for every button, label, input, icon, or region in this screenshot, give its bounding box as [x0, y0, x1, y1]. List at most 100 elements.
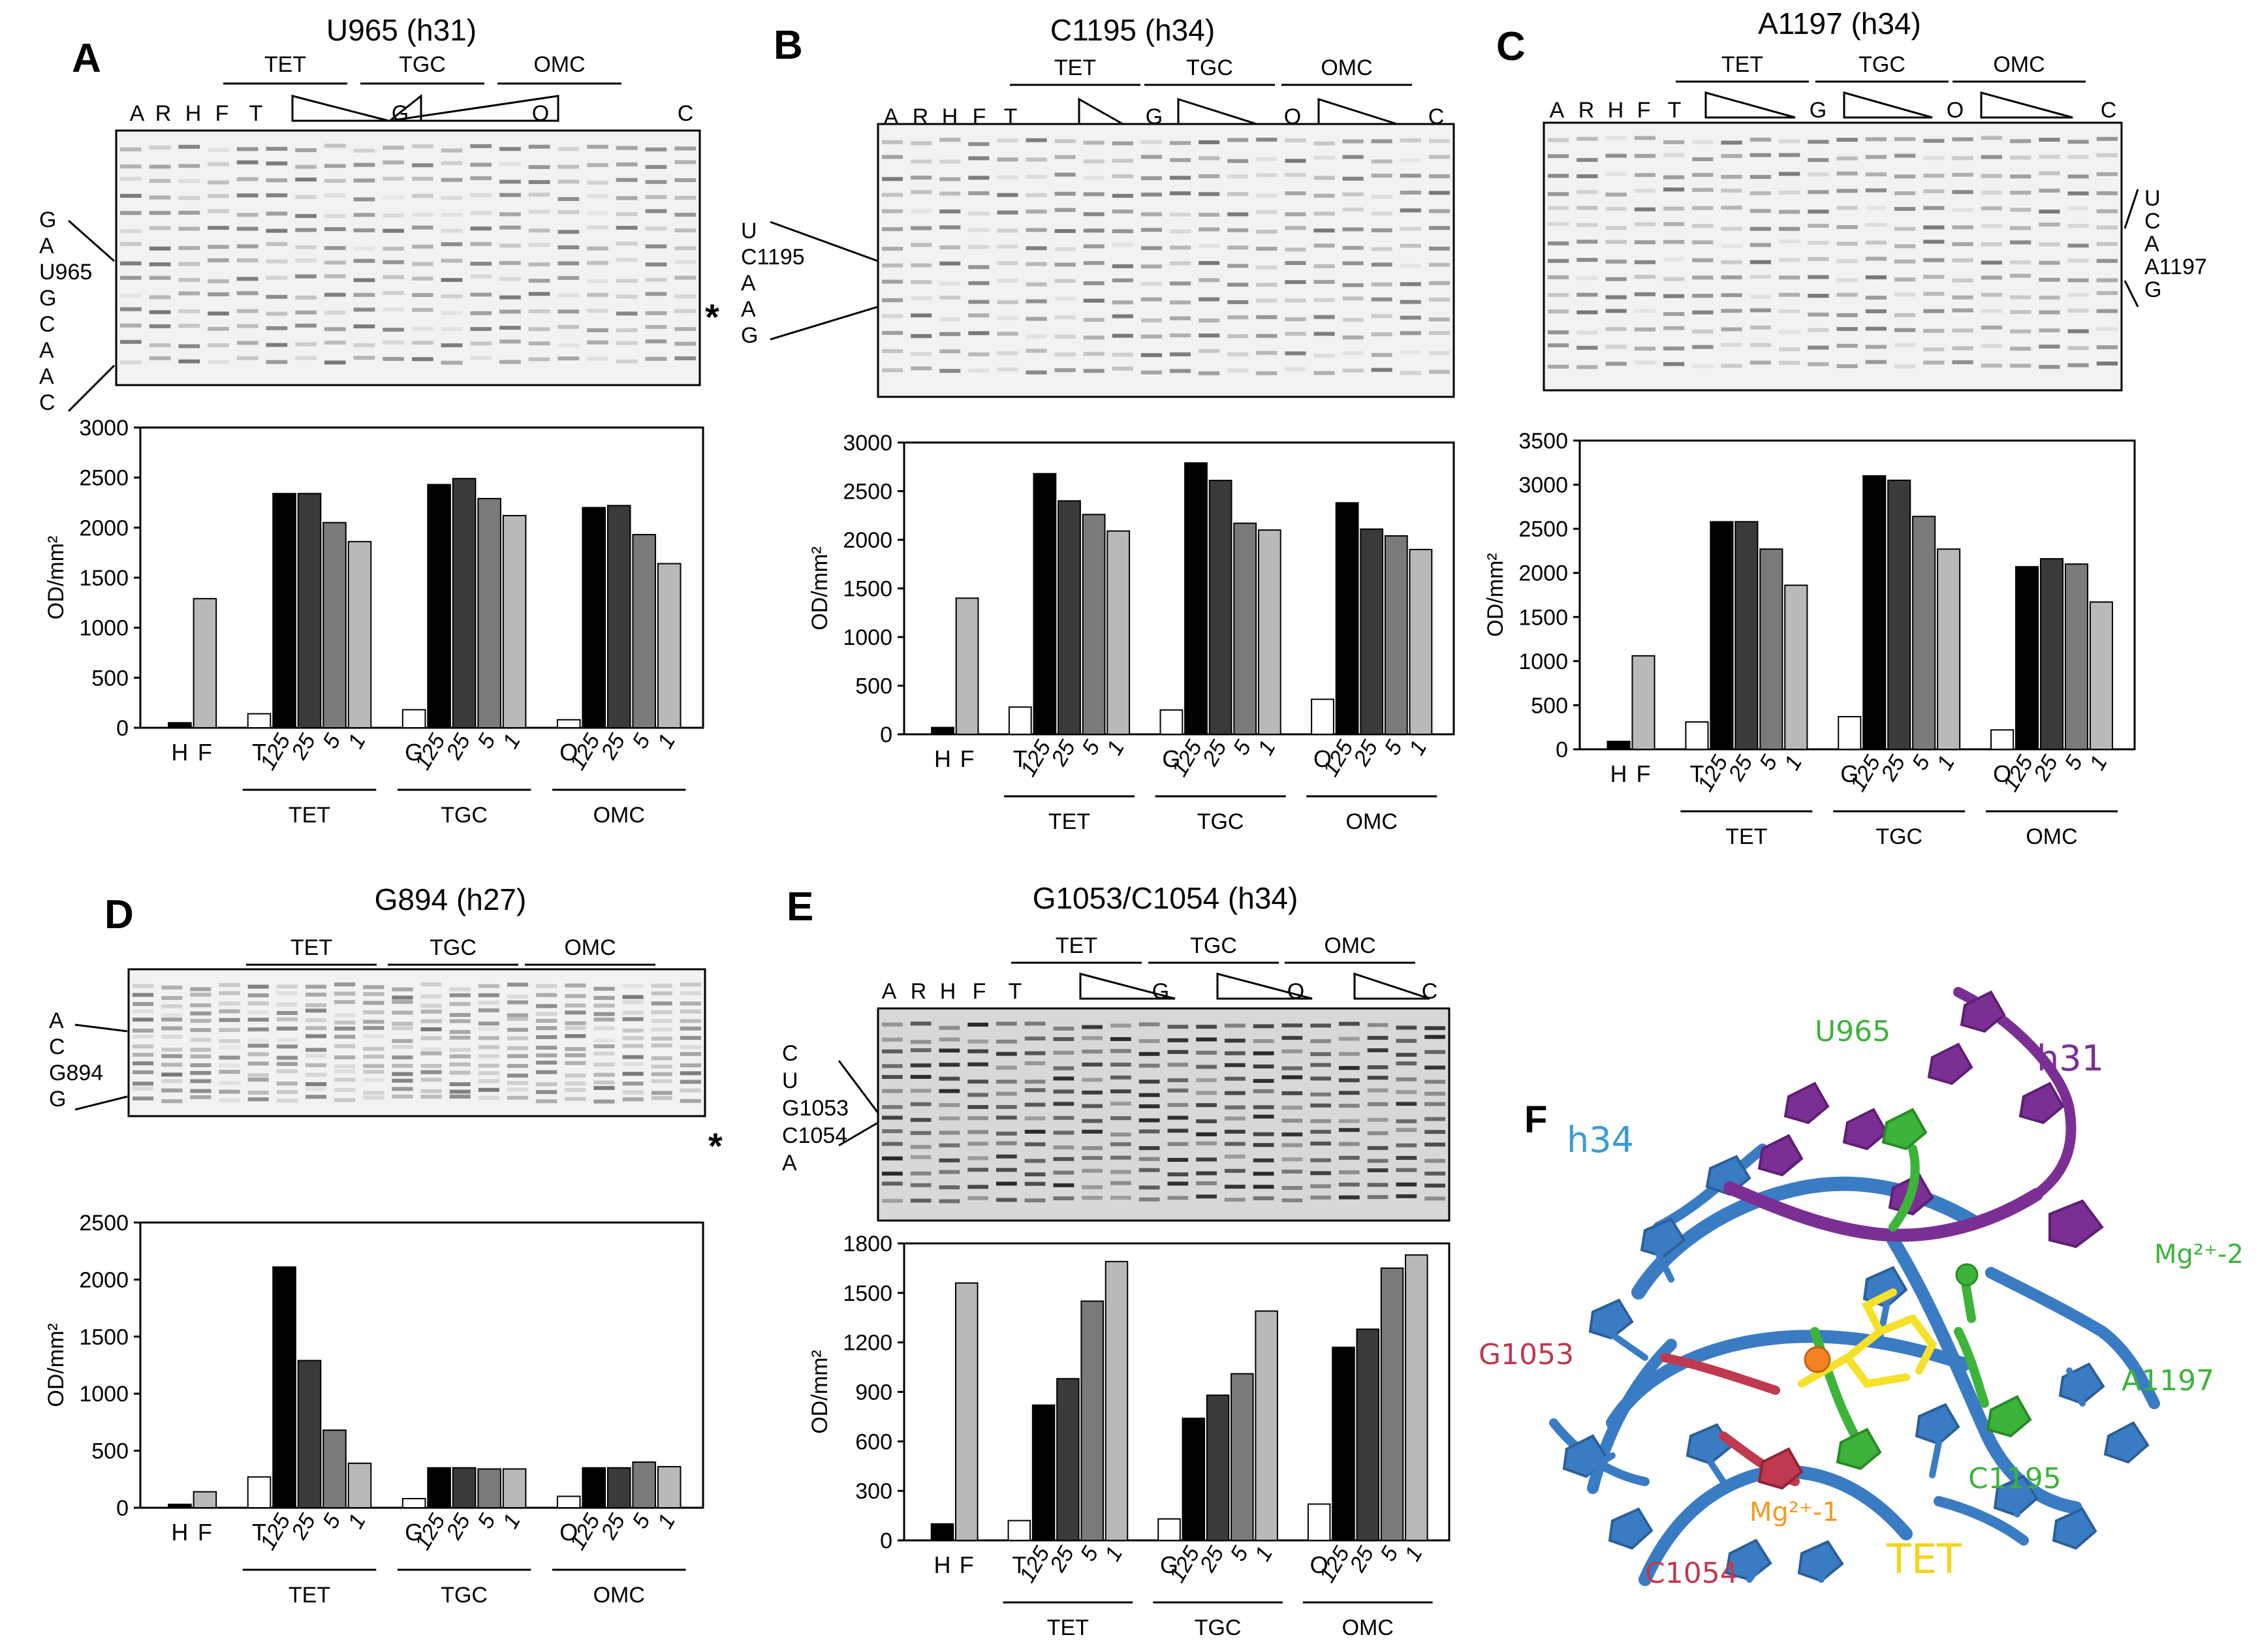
gel-band [910, 1063, 932, 1068]
gel-band [1424, 1130, 1445, 1134]
structure-labels: U965 h31 h34 Mg²⁺-2 G1053 A1197 C1195 Mg… [1479, 1015, 2244, 1590]
gel-band [968, 281, 990, 285]
gel-band [939, 1143, 960, 1147]
gel-band [178, 309, 200, 313]
gel-band [2067, 329, 2089, 334]
gel-band [1024, 1159, 1046, 1163]
gel-band [587, 225, 608, 230]
gel-band [1692, 310, 1714, 315]
sequence-letter: G [49, 1087, 66, 1112]
gel-band [1082, 1036, 1103, 1040]
gel-band [1140, 228, 1162, 232]
gel-band [616, 294, 638, 299]
gel-band [593, 1099, 615, 1104]
gel-band [967, 1116, 988, 1121]
panel-letter: A [72, 36, 101, 81]
gel-band [1026, 299, 1047, 304]
gel-band [1196, 1091, 1217, 1095]
gel-band [133, 1086, 154, 1091]
gel-band [1749, 294, 1771, 299]
gel-band [587, 279, 608, 283]
gel-band [1894, 137, 1916, 142]
gel-band [1400, 371, 1421, 375]
gel-band [557, 343, 580, 348]
panel-title: G894 (h27) [375, 882, 527, 916]
gel-band [363, 1095, 384, 1100]
gel-band [674, 341, 696, 346]
sequence-letter: U [2144, 186, 2161, 211]
gel-band [2010, 240, 2031, 245]
gel-band [1227, 352, 1249, 356]
gel-band [1339, 1182, 1360, 1187]
x-tick-label: 5 [627, 1510, 655, 1533]
gel-band [353, 213, 375, 217]
gel-band [133, 1028, 154, 1033]
gel-band [968, 265, 990, 270]
gel-band [470, 242, 492, 246]
gel-band [1138, 1129, 1160, 1134]
y-tick-label: 1000 [843, 625, 892, 650]
x-tick-label: 5 [318, 730, 345, 753]
gel-band [1199, 140, 1220, 144]
gel-band [1663, 222, 1685, 226]
group-label: TGC [1197, 809, 1244, 834]
bar [347, 540, 372, 728]
gel-band [882, 298, 903, 302]
gel-band [1808, 345, 1829, 350]
gel-band [1865, 223, 1887, 227]
gel-band [1196, 1037, 1217, 1042]
gel-band [645, 277, 667, 282]
y-tick-label: 1500 [79, 1325, 129, 1350]
gel-band [587, 340, 608, 345]
group-label: OMC [2026, 824, 2077, 849]
bar [1912, 516, 1936, 750]
x-tick-label: 1 [1100, 1542, 1127, 1565]
gel-band [1313, 176, 1335, 180]
gel-band [593, 1080, 615, 1085]
sequence-letter: U [782, 1068, 798, 1093]
gel-band [1634, 292, 1655, 296]
gel-band [1310, 1052, 1331, 1056]
x-tick-label: F [960, 745, 975, 772]
gel-band [1952, 295, 1973, 300]
gel-band [674, 212, 696, 217]
gel-band [645, 164, 667, 169]
gel-band [1227, 245, 1249, 250]
group-label: TGC [1875, 824, 1922, 849]
gel-band [536, 1099, 557, 1104]
gel-band [1576, 345, 1598, 350]
gel-band [499, 309, 521, 314]
gel-band [2096, 258, 2118, 263]
gel-band [1082, 1050, 1103, 1054]
gel-band [1894, 292, 1916, 297]
gel-band [939, 225, 961, 230]
gel-band [651, 1056, 672, 1061]
gel-band [939, 245, 961, 250]
gel-band [161, 995, 183, 1000]
gel-band [1167, 1172, 1189, 1177]
gel-band [939, 191, 961, 196]
gel-band [1196, 1065, 1217, 1069]
gel-band [1692, 172, 1714, 177]
gel-band [1865, 188, 1887, 193]
gel-band [528, 357, 550, 362]
gel-band [1170, 316, 1191, 320]
bar [1990, 729, 2015, 750]
gel-band [910, 1048, 932, 1052]
gel-band [1339, 1091, 1360, 1095]
gel-band [305, 1072, 327, 1077]
gel-band [882, 1022, 903, 1027]
y-tick-label: 2000 [79, 516, 129, 540]
gel-band [449, 1062, 471, 1067]
x-tick-label: 25 [441, 730, 475, 764]
gel-band [1054, 208, 1076, 212]
gel-band [910, 1145, 932, 1149]
gel-band [565, 1061, 586, 1065]
gel-band [1424, 1035, 1445, 1039]
gel-band [178, 196, 200, 200]
gel-lane-label: C [678, 101, 694, 126]
gel-band [1981, 191, 2002, 195]
gel-band [882, 1089, 903, 1093]
gel-band [911, 190, 932, 195]
gel-band [1865, 257, 1887, 261]
